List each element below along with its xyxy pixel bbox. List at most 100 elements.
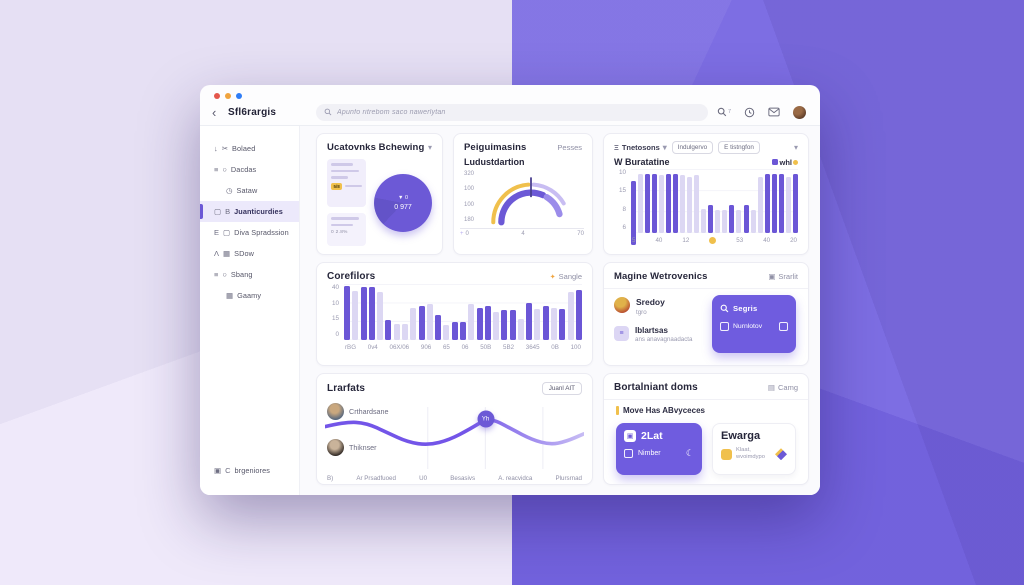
sidebar-item-juanticurdies[interactable]: ▢ B Juanticurdies [200,201,299,222]
stat-box[interactable]: 0 2.8% [327,213,366,246]
x-tick: 40 [655,237,663,244]
search-shortcut-button[interactable]: 7 [717,107,731,117]
square-icon: ▢ [214,206,222,216]
y-axis: 40 10 15 0 [327,284,339,352]
x-axis: rBG 0v4 06X/06 906 65 06 50B 5B2 3645 0B 100 [344,340,582,352]
menu-icon: ≡ [214,269,219,279]
sidebar-item-label: Diva Spradssion [234,228,289,237]
bars-top-card: Ξ Tnetosons ▾ Indulgervo E tistngfon ▾ W… [603,133,809,255]
legend-dot [793,159,798,165]
bar [534,308,541,340]
filter-chip-1[interactable]: Indulgervo [671,141,714,154]
window-controls[interactable] [214,93,242,99]
highlight-note: Move Has ABvyceces [604,400,808,415]
x-tick: rBG [345,344,357,351]
x-axis: B) Ar Prsadfuoed U0 Besasivs A. reacvidca Plu… [317,471,592,482]
gauge-chart[interactable] [478,169,584,227]
bar [393,324,400,340]
topbar-divider [200,125,820,126]
sidebar-item-label: Gaamy [237,291,262,300]
bar [638,174,644,233]
gauge-chart-title: Ludustdartion [464,157,525,167]
checkbox-icon[interactable] [779,322,788,331]
sidebar-item-dacdas[interactable]: ≡ ○ Dacdas [200,159,299,180]
search-icon [324,108,332,116]
bar [426,304,433,340]
secondary-tile[interactable]: Ewarga Klaat, wvoimdypo [712,423,796,475]
bar-chart[interactable]: 40 10 15 0 rBG 0v4 06X/06 906 65 06 50B 5B2 3645 0B 1… [317,284,592,352]
x-axis: 5 40 12 53 40 20 [631,233,798,245]
letter-b-icon: B [225,206,231,216]
starlit-badge[interactable]: ▣ Srarlit [768,272,798,281]
audit-button[interactable]: Juanl AIT [541,382,582,395]
y-tick: 40 [331,284,339,291]
minimize-window-icon[interactable] [225,93,231,99]
y-tick: 8 [622,205,626,213]
bar [645,174,651,233]
person-name: Crthardsane [349,407,389,416]
tile-label: Klaat, wvoimdypo [736,447,765,461]
close-window-icon[interactable] [214,93,220,99]
back-icon[interactable]: ‹ [212,104,217,120]
bar [631,181,636,245]
mail-icon [768,107,780,117]
list-item[interactable]: Thiknser [327,439,377,456]
moon-icon[interactable]: ☾ [685,448,694,458]
sample-badge[interactable]: ✦ Sangle [550,272,582,281]
bars-mid-card: Corefilors ✦ Sangle 40 10 15 0 rBG 0v4 06X/06… [316,262,593,366]
chevron-down-icon[interactable]: ▾ [793,143,798,152]
grid-icon: ▣ [768,272,776,281]
person-name: Thiknser [349,443,377,452]
sidebar-item-sdow[interactable]: Λ ▦ SDow [200,243,299,264]
list-item[interactable]: Crthardsane [327,403,389,420]
x-tick: 50B [480,344,492,351]
action-panel[interactable]: Segris Nurnlotov [712,295,796,353]
checkbox-icon[interactable] [720,322,729,331]
config-badge[interactable]: ▤ Camg [768,383,798,392]
bar [567,291,574,340]
chevron-down-icon: ▾ [662,143,667,152]
chevron-down-icon[interactable]: ▾ [427,143,432,152]
bars [631,169,798,245]
card-menu[interactable]: Ξ Tnetosons ▾ [614,143,667,152]
messages-button[interactable] [768,107,780,117]
stat-box[interactable]: 5/8 [327,159,366,207]
line-marker[interactable]: Yh [477,410,495,428]
sidebar-item-gaamy[interactable]: ▦ Gaamy [200,285,299,306]
sidebar-item-label: SDow [234,249,254,258]
donut-chart[interactable]: ▼ 0 0 977 [374,173,432,232]
x-tick: 0B [551,344,559,351]
person-subtitle: tgro [636,308,647,316]
primary-tile[interactable]: ▣ 2Lat Nimber ☾ [616,423,702,475]
line-chart[interactable]: Crthardsane Thiknser Yh [325,399,584,471]
list-item[interactable]: Sredoy tgro [614,297,798,316]
sigma-icon: Ξ [614,142,619,152]
bar [443,325,450,340]
y-tick: 10 [618,169,626,176]
sidebar-item-bolaed[interactable]: ↓ ✂ Bolaed [200,138,299,159]
gauge-y-axis: 320 100 100 180 [464,169,478,223]
bar [509,309,516,340]
sidebar-item-diva-spradssion[interactable]: E ▢ Diva Spradssion [200,222,299,243]
line-chart-card: Lrarfats Juanl AIT Crthardsane Thiknser [316,373,593,485]
sidebar-item-sataw[interactable]: ◷ Sataw [200,180,299,201]
bar [385,319,392,340]
tile-title: Ewarga [721,430,761,442]
user-avatar[interactable] [793,105,806,119]
layout-icon: ▤ [767,383,775,392]
filter-chip-2[interactable]: E tistngfon [718,141,760,154]
bar [360,287,367,340]
circle-icon: ○ [222,269,227,279]
maximize-window-icon[interactable] [236,93,242,99]
history-button[interactable] [744,107,755,118]
sidebar-item-sbang[interactable]: ≡ ○ Sbang [200,264,299,285]
y-tick: 15 [618,187,626,195]
bar-chart[interactable]: 10 15 8 6 5 40 12 53 40 20 [604,169,808,245]
search-input[interactable]: Apunfo ritrebom saco nawerlytan [316,103,708,121]
y-axis: 10 15 8 6 [614,169,626,245]
list-item[interactable]: ≡ Iblartsas ans anavagnaadacta [614,325,798,343]
top-navigation-bar: ‹ Sfl6rargis Apunfo ritrebom saco nawerl… [200,99,820,125]
x-tick: 12 [682,237,690,244]
